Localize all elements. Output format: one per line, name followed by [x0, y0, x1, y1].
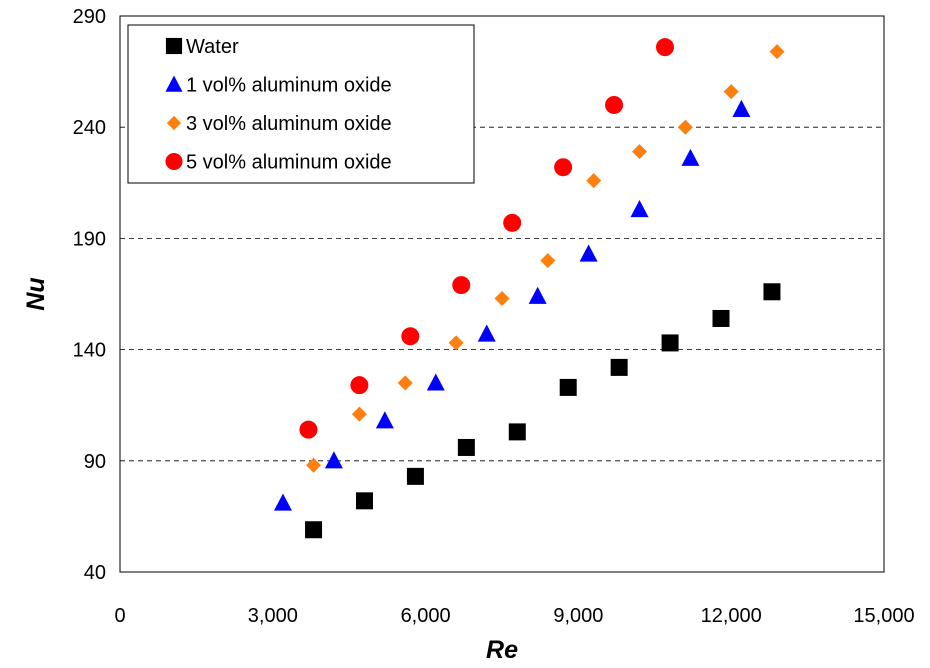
data-point [681, 148, 700, 166]
data-point [610, 358, 628, 376]
data-point [397, 375, 413, 391]
x-tick-label: 3,000 [248, 605, 298, 627]
data-point [632, 144, 648, 160]
data-point [375, 411, 394, 429]
data-point [494, 290, 510, 306]
data-point [655, 38, 674, 57]
legend-marker [165, 75, 183, 92]
x-axis-ticks: 0 3,000 6,000 9,000 12,000 15,000 [114, 605, 914, 627]
data-point [503, 213, 522, 232]
data-point [763, 283, 781, 301]
data-point [661, 334, 679, 352]
data-point [350, 376, 369, 395]
y-axis-title: Nu [22, 277, 50, 310]
data-point [630, 199, 649, 218]
data-point [540, 253, 556, 269]
data-point [355, 492, 373, 510]
x-axis-title: Re [486, 636, 518, 664]
series-1 [305, 283, 781, 539]
legend-marker [165, 37, 183, 55]
data-point [305, 521, 323, 539]
y-tick-label: 140 [73, 340, 106, 362]
legend-box [127, 24, 475, 184]
y-tick-label: 190 [73, 228, 106, 250]
x-tick-label: 12,000 [701, 605, 762, 627]
data-point [579, 244, 598, 262]
data-point [406, 467, 424, 485]
data-point [299, 420, 318, 439]
series-4 [299, 38, 674, 439]
data-point [769, 44, 785, 60]
legend-marker [165, 152, 183, 171]
data-point [448, 335, 464, 351]
data-point [351, 406, 367, 422]
data-point [426, 373, 445, 391]
data-point [586, 173, 602, 189]
data-point [712, 309, 730, 327]
plot-area-frame [119, 15, 885, 573]
data-point [508, 423, 526, 441]
legend: Water 1 vol% aluminum oxide 3 vol% aluminu… [127, 24, 475, 184]
y-axis-ticks: 40 90 140 190 240 290 [73, 6, 106, 584]
x-tick-label: 0 [114, 605, 125, 627]
data-point [452, 276, 471, 295]
y-tick-label: 40 [84, 562, 106, 584]
legend-entry-label: Water [186, 36, 239, 58]
data-point [677, 119, 693, 135]
series-2 [273, 99, 751, 511]
data-point [306, 457, 322, 473]
data-point [554, 158, 573, 177]
y-tick-label: 240 [73, 117, 106, 139]
data-point [528, 286, 547, 304]
legend-entry-label: 3 vol% aluminum oxide [186, 113, 392, 135]
x-tick-label: 15,000 [853, 605, 914, 627]
legend-marker [166, 115, 182, 131]
data-point [273, 493, 292, 511]
data-point [732, 99, 751, 118]
data-points [273, 38, 785, 539]
data-point [723, 84, 739, 100]
x-tick-label: 9,000 [553, 605, 603, 627]
legend-entry-label: 5 vol% aluminum oxide [186, 152, 392, 174]
data-point [605, 95, 624, 114]
data-point [401, 327, 420, 346]
data-point [457, 438, 475, 456]
series-3 [306, 44, 785, 473]
y-tick-label: 290 [73, 6, 106, 28]
data-point [324, 451, 343, 469]
y-tick-label: 90 [84, 451, 106, 473]
data-point [559, 378, 577, 396]
legend-entry-label: 1 vol% aluminum oxide [186, 75, 392, 97]
data-point [477, 324, 496, 342]
x-tick-label: 6,000 [401, 605, 451, 627]
